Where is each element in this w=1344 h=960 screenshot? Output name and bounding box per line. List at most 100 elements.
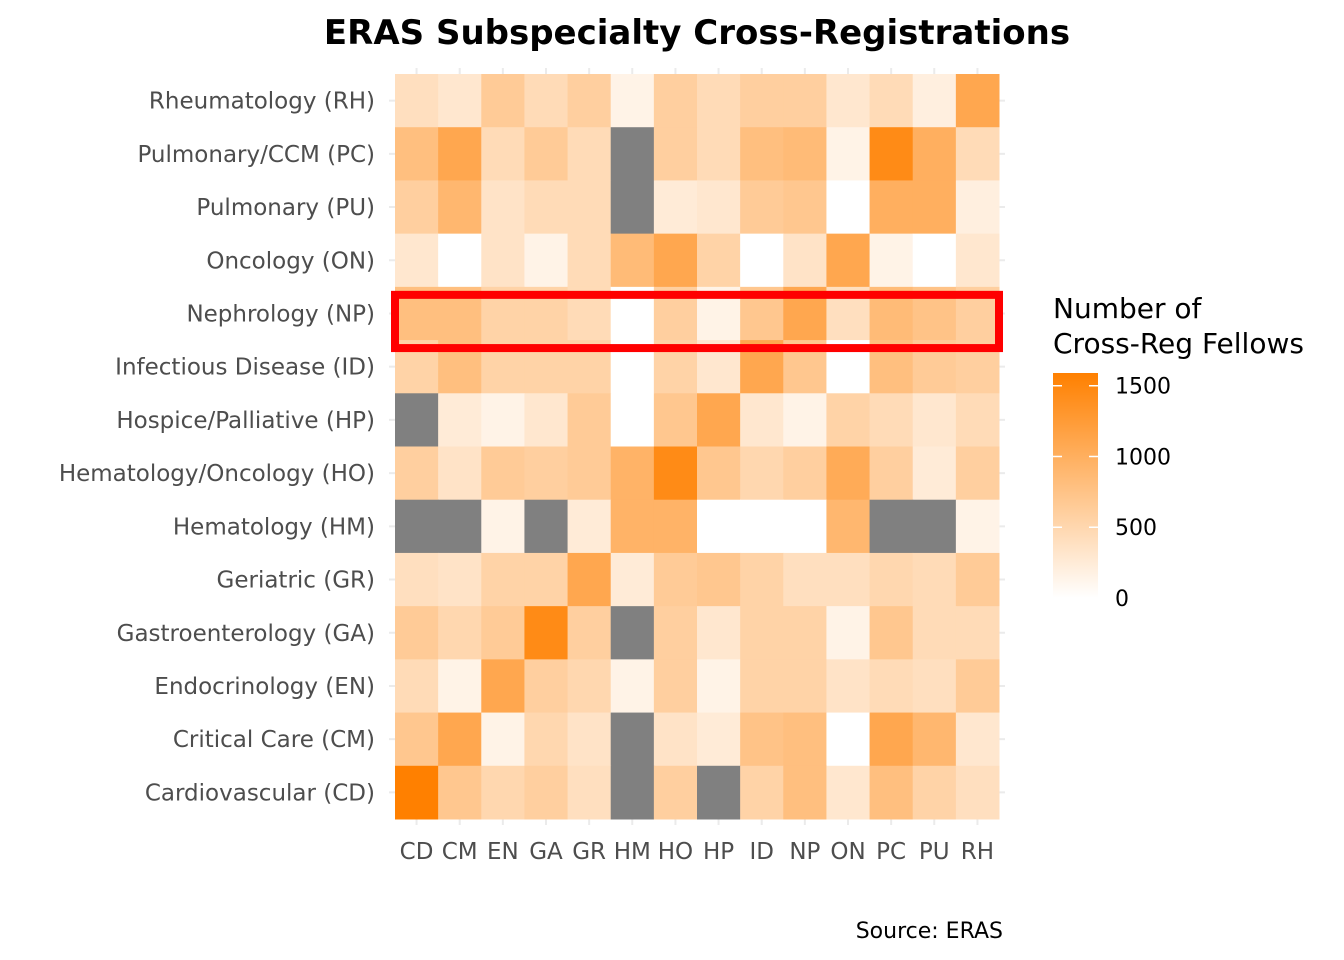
- heatmap-cell: [653, 499, 698, 554]
- heatmap-cell: [395, 393, 439, 447]
- heatmap-cell: [481, 446, 525, 501]
- x-tick-label: HP: [703, 839, 734, 865]
- heatmap-cell: [610, 606, 655, 660]
- legend-tick-label: 1500: [1115, 375, 1171, 400]
- y-tick-label: Nephrology (NP): [186, 301, 375, 327]
- heatmap-cell: [912, 180, 957, 235]
- heatmap-cell: [438, 765, 482, 820]
- heatmap-cell: [955, 74, 1000, 128]
- heatmap-cell: [740, 606, 784, 660]
- y-tick-label: Cardiovascular (CD): [145, 780, 375, 806]
- x-tick-label: EN: [487, 839, 519, 865]
- heatmap-cell: [912, 712, 957, 767]
- heatmap-cell: [697, 180, 741, 235]
- heatmap-cell: [697, 74, 741, 128]
- heatmap-cell: [438, 180, 482, 235]
- heatmap-cell: [826, 393, 871, 447]
- heatmap-cell: [567, 446, 612, 501]
- heatmap-cell: [395, 446, 439, 501]
- legend-title-line2: Cross-Reg Fellows: [1053, 327, 1304, 360]
- y-tick-label: Pulmonary/CCM (PC): [137, 142, 375, 168]
- heatmap-cell: [740, 712, 784, 767]
- heatmap-cell: [697, 606, 741, 660]
- x-tick-label: HM: [614, 839, 651, 865]
- heatmap-cell: [653, 393, 698, 447]
- heatmap-cell: [567, 606, 612, 660]
- x-tick-label: RH: [961, 839, 994, 865]
- heatmap-cell: [912, 74, 957, 128]
- heatmap-cell: [955, 127, 1000, 181]
- heatmap-cell: [610, 765, 655, 820]
- legend-tick-label: 1000: [1115, 445, 1171, 470]
- heatmap-cell: [524, 74, 569, 128]
- legend-tick-label: 0: [1115, 587, 1129, 612]
- heatmap-cell: [740, 765, 784, 820]
- y-tick-label: Critical Care (CM): [173, 727, 375, 753]
- heatmap-cell: [653, 74, 698, 128]
- heatmap-cell: [481, 765, 525, 820]
- heatmap-cell: [653, 765, 698, 820]
- heatmap-cell: [524, 712, 569, 767]
- heatmap-cell: [567, 712, 612, 767]
- x-tick-label: ON: [830, 839, 865, 865]
- heatmap-cell: [481, 393, 525, 447]
- highlight-box: [391, 290, 1003, 353]
- heatmap-cell: [697, 499, 741, 554]
- heatmap-cell: [783, 499, 827, 554]
- chart-title: ERAS Subspecialty Cross-Registrations: [324, 13, 1070, 53]
- heatmap-cell: [783, 552, 827, 607]
- heatmap-cell: [395, 765, 439, 820]
- heatmap-cell: [826, 74, 871, 128]
- heatmap-cell: [395, 552, 439, 607]
- heatmap-cell: [740, 127, 784, 181]
- heatmap-cell: [869, 765, 914, 820]
- heatmap-cell: [912, 233, 957, 288]
- heatmap-cell: [653, 712, 698, 767]
- heatmap-cells: [395, 74, 1000, 820]
- legend-tick-label: 500: [1115, 516, 1157, 541]
- heatmap-cell: [912, 552, 957, 607]
- y-tick-label: Rheumatology (RH): [149, 89, 375, 115]
- x-tick-label: CM: [442, 839, 478, 865]
- heatmap-cell: [438, 712, 482, 767]
- heatmap-cell: [438, 393, 482, 447]
- heatmap-cell: [610, 393, 655, 447]
- heatmap-cell: [955, 765, 1000, 820]
- heatmap-cell: [740, 499, 784, 554]
- heatmap-cell: [783, 659, 827, 714]
- y-axis-labels: Rheumatology (RH) Pulmonary/CCM (PC) Pulmo…: [59, 89, 375, 807]
- heatmap-cell: [826, 499, 871, 554]
- y-tick-label: Oncology (ON): [206, 248, 375, 274]
- heatmap-cell: [826, 233, 871, 288]
- heatmap-cell: [955, 393, 1000, 447]
- heatmap-cell: [524, 233, 569, 288]
- heatmap-cell: [912, 393, 957, 447]
- heatmap-cell: [653, 659, 698, 714]
- heatmap-cell: [610, 180, 655, 235]
- heatmap-cell: [481, 712, 525, 767]
- heatmap-cell: [783, 712, 827, 767]
- heatmap-cell: [653, 552, 698, 607]
- heatmap-cell: [826, 606, 871, 660]
- heatmap-cell: [610, 552, 655, 607]
- x-tick-label: NP: [789, 839, 820, 865]
- y-tick-label: Pulmonary (PU): [196, 195, 375, 221]
- heatmap-cell: [697, 659, 741, 714]
- y-tick-label: Geriatric (GR): [217, 568, 375, 594]
- heatmap-cell: [524, 180, 569, 235]
- heatmap-cell: [697, 552, 741, 607]
- heatmap-cell: [955, 552, 1000, 607]
- heatmap-cell: [826, 712, 871, 767]
- heatmap-cell: [567, 499, 612, 554]
- heatmap-cell: [481, 606, 525, 660]
- heatmap-cell: [653, 127, 698, 181]
- heatmap-cell: [524, 552, 569, 607]
- heatmap-cell: [524, 499, 569, 554]
- heatmap-cell: [438, 233, 482, 288]
- heatmap-cell: [610, 712, 655, 767]
- heatmap-cell: [653, 606, 698, 660]
- heatmap-cell: [869, 499, 914, 554]
- heatmap-cell: [869, 446, 914, 501]
- heatmap-cell: [438, 127, 482, 181]
